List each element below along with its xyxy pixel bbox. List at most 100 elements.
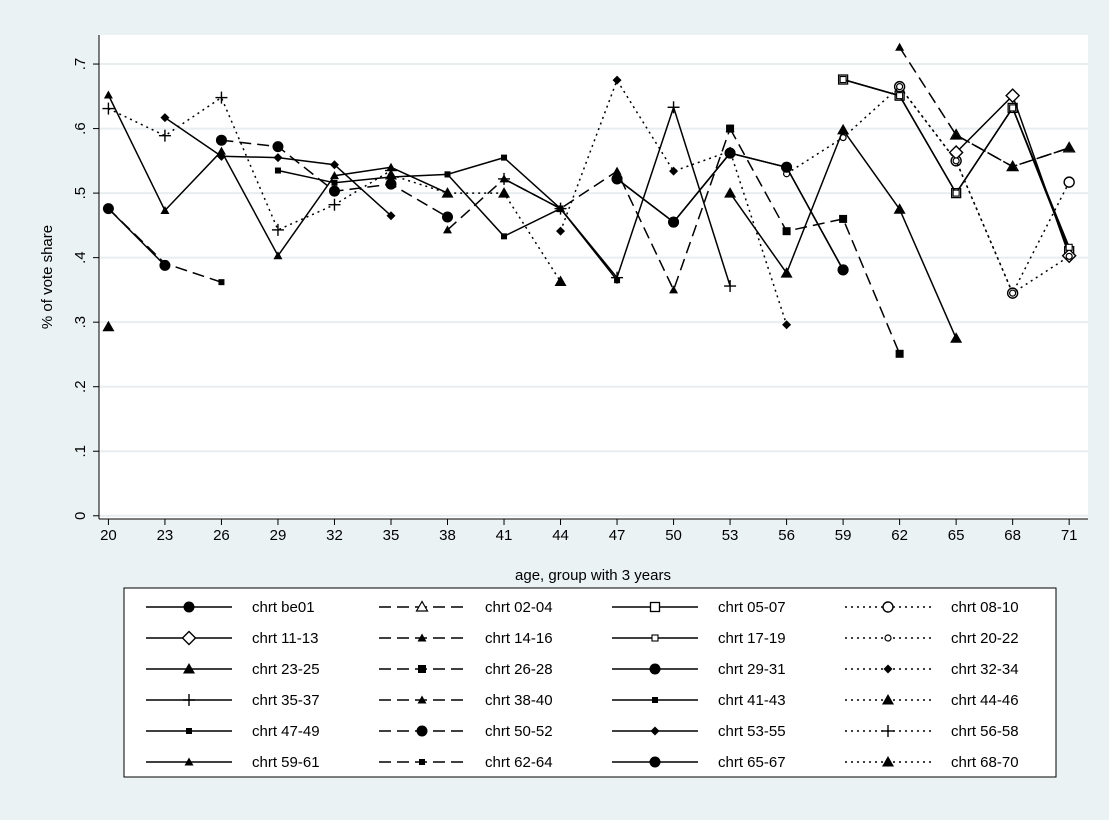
- data-point: [896, 83, 904, 91]
- x-tick-label: 41: [496, 527, 513, 544]
- legend-item: chrt 14-16: [379, 630, 553, 647]
- data-point: [1065, 243, 1073, 251]
- x-tick-label: 68: [1004, 527, 1021, 544]
- legend-label: chrt 68-70: [951, 754, 1019, 771]
- data-point: [501, 154, 508, 161]
- data-point: [1009, 289, 1017, 297]
- data-point: [882, 601, 894, 613]
- data-point: [442, 211, 454, 223]
- data-point: [1063, 176, 1075, 188]
- data-point: [895, 349, 904, 358]
- data-point: [950, 332, 963, 343]
- data-point: [893, 203, 906, 214]
- x-tick-label: 35: [383, 527, 400, 544]
- data-point: [611, 173, 623, 185]
- legend-label: chrt 62-64: [485, 754, 553, 771]
- legend-label: chrt be01: [252, 599, 315, 616]
- data-point: [669, 166, 679, 176]
- data-point: [896, 92, 904, 100]
- data-point: [331, 179, 338, 186]
- legend-label: chrt 47-49: [252, 723, 320, 740]
- data-point: [329, 160, 339, 170]
- legend-label: chrt 41-43: [718, 692, 786, 709]
- legend-item: chrt 29-31: [612, 661, 786, 678]
- legend-item: chrt 38-40: [379, 692, 553, 709]
- data-point: [649, 601, 661, 613]
- legend-label: chrt 53-55: [718, 723, 786, 740]
- data-point: [159, 259, 171, 271]
- data-point: [884, 634, 892, 642]
- data-point: [724, 280, 737, 293]
- legend-item: chrt 05-07: [612, 599, 786, 616]
- data-point: [649, 663, 661, 675]
- x-tick-label: 29: [270, 527, 287, 544]
- data-point: [952, 157, 960, 165]
- series-lines: [102, 42, 1077, 358]
- data-point: [160, 206, 170, 215]
- legend-label: chrt 05-07: [718, 599, 786, 616]
- data-point: [882, 756, 894, 767]
- data-point: [183, 694, 195, 706]
- x-tick-label: 38: [439, 527, 456, 544]
- x-tick-label: 47: [609, 527, 626, 544]
- legend-item: chrt 59-61: [146, 754, 320, 771]
- data-point: [556, 226, 566, 236]
- legend-label: chrt 08-10: [951, 599, 1019, 616]
- data-point: [272, 141, 284, 153]
- series-group: [102, 320, 115, 332]
- data-point: [1065, 252, 1073, 260]
- y-tick-label: .4: [72, 251, 89, 264]
- data-point: [417, 695, 427, 704]
- data-point: [837, 123, 850, 135]
- data-point: [385, 178, 397, 190]
- data-point: [951, 130, 961, 139]
- data-point: [614, 277, 621, 284]
- data-point: [669, 285, 679, 294]
- data-point: [103, 90, 113, 99]
- series-group: [274, 154, 564, 212]
- x-axis: 20 23 26 29 32 35 38 41 44 47 50 53 56 59 62 65 68 71: [99, 518, 1088, 544]
- y-tick-label: .6: [72, 122, 89, 135]
- data-point: [328, 198, 341, 211]
- data-point: [650, 726, 660, 736]
- x-tick-label: 56: [778, 527, 795, 544]
- legend-item: chrt 41-43: [612, 692, 786, 709]
- x-tick-label: 50: [665, 527, 682, 544]
- series-line: [786, 85, 1070, 295]
- legend-label: chrt 17-19: [718, 630, 786, 647]
- series-line: [446, 173, 618, 281]
- data-point: [882, 725, 894, 737]
- data-point: [1008, 162, 1018, 171]
- data-point: [158, 129, 171, 142]
- legend-item: chrt 53-55: [612, 723, 786, 740]
- data-point: [780, 267, 793, 278]
- legend-label: chrt 14-16: [485, 630, 553, 647]
- data-point: [386, 211, 396, 221]
- x-tick-label: 44: [552, 527, 569, 544]
- data-point: [837, 264, 849, 276]
- legend-item: chrt 08-10: [845, 599, 1019, 616]
- legend-item: chrt 62-64: [379, 754, 553, 771]
- legend-item: chrt 02-04: [379, 599, 553, 616]
- legend-item: chrt 17-19: [612, 630, 786, 647]
- legend-label: chrt 26-28: [485, 661, 553, 678]
- x-tick-label: 62: [891, 527, 908, 544]
- data-point: [181, 630, 197, 646]
- data-point: [652, 697, 658, 703]
- x-axis-title: age, group with 3 years: [515, 567, 671, 584]
- data-point: [1064, 143, 1074, 152]
- legend-label: chrt 11-13: [252, 630, 318, 647]
- data-point: [329, 171, 339, 180]
- legend-item: chrt be01: [146, 599, 315, 616]
- data-point: [186, 728, 192, 734]
- legend-item: chrt 20-22: [845, 630, 1019, 647]
- y-axis: 0 .1 .2 .3 .4 .5 .6 .7: [72, 35, 100, 520]
- series-line: [277, 156, 562, 210]
- legend-item: chrt 65-67: [612, 754, 786, 771]
- series-line: [107, 208, 166, 266]
- y-tick-label: .2: [72, 380, 89, 393]
- data-point: [417, 633, 427, 642]
- legend-item: chrt 50-52: [379, 723, 553, 740]
- legend-item: chrt 44-46: [845, 692, 1019, 709]
- data-point: [386, 162, 396, 171]
